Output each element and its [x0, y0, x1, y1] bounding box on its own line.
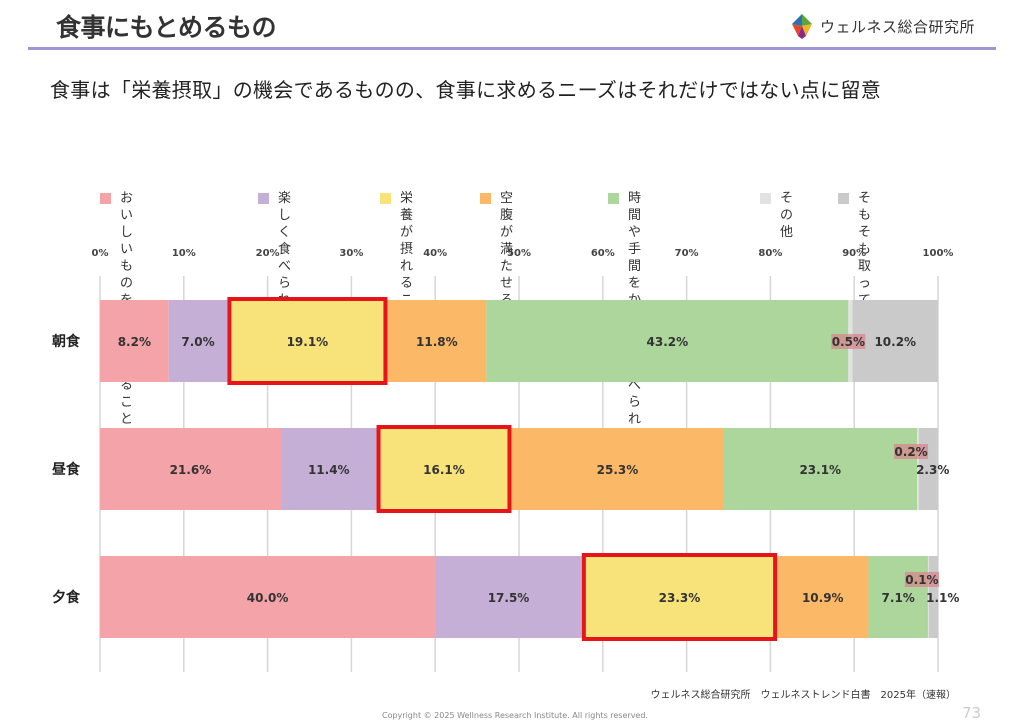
legend-swatch — [480, 193, 491, 204]
x-tick-label: 30% — [339, 248, 363, 259]
highlight-box — [376, 425, 512, 513]
data-label: 11.4% — [308, 463, 350, 477]
legend-item: その他 — [760, 190, 793, 241]
source-note: ウェルネス総合研究所 ウェルネストレンド白書 2025年（速報） — [650, 690, 956, 701]
bar-segment — [100, 300, 169, 382]
bar-segment — [928, 556, 938, 638]
bar-segment — [852, 300, 938, 382]
data-label: 1.1% — [926, 591, 959, 605]
data-label: 7.0% — [181, 335, 214, 349]
x-tick-label: 20% — [256, 248, 280, 259]
x-tick-label: 70% — [675, 248, 699, 259]
bar-segment — [917, 428, 919, 510]
data-label: 43.2% — [647, 335, 689, 349]
data-label: 10.9% — [802, 591, 844, 605]
logo: ウェルネス総合研究所 — [788, 12, 975, 40]
data-label: 21.6% — [170, 463, 212, 477]
data-label: 23.3% — [659, 591, 701, 605]
data-label: 40.0% — [247, 591, 289, 605]
stacked-bar-chart: 0% 10% 20% 30% 40% 50% 60% 70% 80% 90% 100% 朝食 8.2% 7… — [52, 248, 959, 672]
category-label: 昼食 — [52, 461, 81, 478]
legend-swatch — [258, 193, 269, 204]
bar-segment — [435, 556, 582, 638]
legend-swatch — [100, 193, 111, 204]
bar-segment — [581, 556, 778, 638]
legend-swatch — [838, 193, 849, 204]
bar-segment — [168, 300, 228, 382]
legend-swatch — [760, 193, 771, 204]
bar-segment — [777, 556, 869, 638]
data-label: 19.1% — [287, 335, 329, 349]
copyright: Copyright © 2025 Wellness Research Insti… — [382, 711, 648, 720]
x-tick-label: 90% — [842, 248, 866, 259]
x-tick-label: 40% — [423, 248, 447, 259]
bar-segment — [100, 428, 282, 510]
data-label: 7.1% — [882, 591, 915, 605]
category-label: 朝食 — [52, 333, 81, 350]
data-label: 0.5% — [832, 335, 865, 349]
small-value-tag — [831, 334, 866, 349]
bar-segment — [486, 300, 849, 382]
data-label: 11.8% — [416, 335, 458, 349]
x-tick-label: 100% — [923, 248, 954, 259]
data-label: 0.2% — [894, 445, 927, 459]
legend-swatch — [380, 193, 391, 204]
highlight-box — [227, 297, 388, 385]
data-label: 0.1% — [905, 573, 938, 587]
data-label: 10.2% — [874, 335, 916, 349]
logo-text: ウェルネス総合研究所 — [820, 17, 976, 36]
legend-swatch — [608, 193, 619, 204]
bar-segment — [723, 428, 918, 510]
x-tick-label: 0% — [92, 248, 109, 259]
data-label: 25.3% — [597, 463, 639, 477]
bar-segment — [376, 428, 512, 510]
small-value-tag — [904, 572, 939, 587]
bar-segment — [868, 556, 928, 638]
bar-segment — [281, 428, 377, 510]
bar-segment — [387, 300, 487, 382]
data-label: 23.1% — [799, 463, 841, 477]
category-label: 夕食 — [52, 589, 81, 606]
bar-segment — [227, 300, 388, 382]
small-value-tag — [894, 444, 929, 459]
data-label: 17.5% — [488, 591, 530, 605]
x-tick-label: 80% — [758, 248, 782, 259]
x-tick-label: 50% — [507, 248, 531, 259]
x-tick-label: 10% — [172, 248, 196, 259]
page-title: 食事にもとめるもの — [56, 13, 277, 42]
data-label: 16.1% — [423, 463, 465, 477]
legend-label: その他 — [780, 191, 794, 240]
bar-segment — [927, 556, 929, 638]
data-label: 2.3% — [916, 463, 949, 477]
title-rule — [28, 47, 996, 50]
bar-segment — [100, 556, 436, 638]
company-logo-icon — [792, 14, 812, 39]
data-label: 8.2% — [118, 335, 151, 349]
highlight-box — [581, 553, 778, 641]
x-tick-label: 60% — [591, 248, 615, 259]
bar-segment — [511, 428, 724, 510]
page-number: 73 — [962, 704, 982, 722]
subtitle: 食事は「栄養摂取」の機会であるものの、食事に求めるニーズはそれだけではない点に留… — [50, 78, 882, 102]
